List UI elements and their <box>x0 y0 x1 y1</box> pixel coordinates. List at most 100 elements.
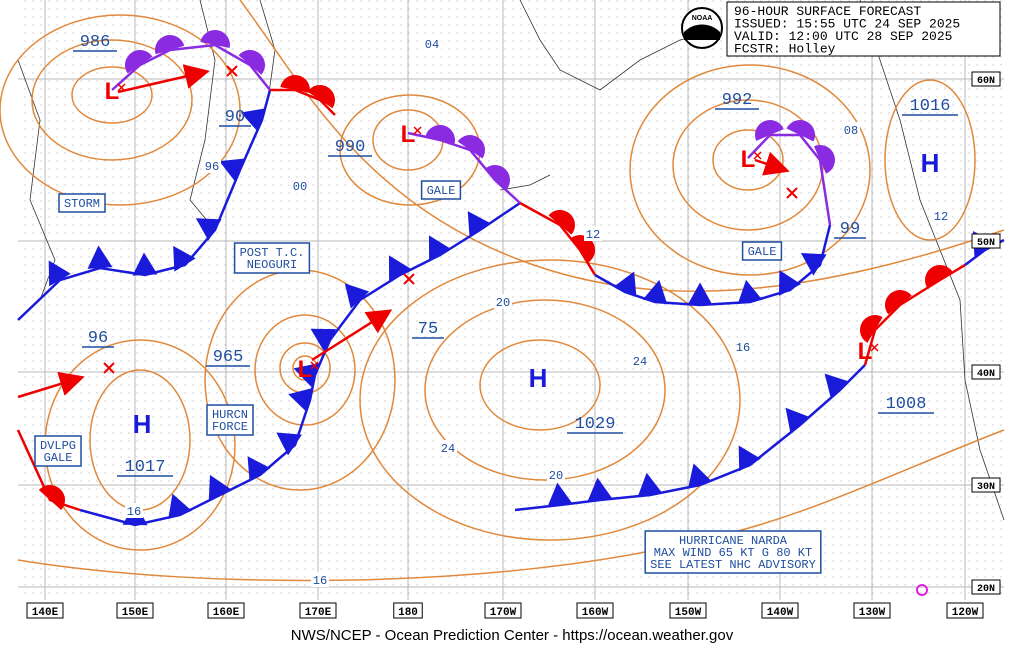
lon-label: 160E <box>213 607 240 619</box>
label-box <box>34 435 82 467</box>
high-center: H <box>133 409 152 439</box>
lon-label: 120W <box>952 607 979 619</box>
lon-label: 140W <box>767 607 794 619</box>
low-center: L <box>298 356 313 383</box>
isobar-label-bg <box>631 353 649 368</box>
isobar-label-bg <box>203 158 221 173</box>
lat-label-box <box>971 364 1001 380</box>
lon-label-box <box>26 602 64 619</box>
hurricane-symbol <box>916 584 928 596</box>
pressure-value: 90 <box>225 108 245 127</box>
isobar-label: 04 <box>425 38 439 52</box>
isobar-label: 96 <box>205 160 219 174</box>
header-line: FCSTR: Holley <box>734 42 836 57</box>
label-box-text: GALE <box>427 184 456 198</box>
pressure-value: 1016 <box>910 97 951 116</box>
lat-label: 50N <box>977 238 995 249</box>
pressure-value: 99 <box>840 220 860 239</box>
header-line: VALID: 12:00 UTC 28 SEP 2025 <box>734 29 952 44</box>
isobar-label: 20 <box>496 296 510 310</box>
label-box-text: GALE <box>44 451 73 465</box>
isobar-label: 16 <box>127 505 141 519</box>
pressure-value: 965 <box>213 348 244 367</box>
label-box <box>420 180 462 200</box>
lon-label: 130W <box>859 607 886 619</box>
isobar-label: 08 <box>844 124 858 138</box>
lon-label-box <box>576 602 614 619</box>
low-center-x <box>870 343 879 352</box>
isobar-label: 20 <box>549 469 563 483</box>
pressure-value: 75 <box>418 320 438 339</box>
lon-label: 170E <box>305 607 332 619</box>
lon-label-box <box>853 602 891 619</box>
low-center: L <box>741 146 756 173</box>
lon-label-box <box>669 602 707 619</box>
pressure-value: 1008 <box>886 395 927 414</box>
isobar-label-bg <box>547 467 565 482</box>
lon-label-box <box>946 602 984 619</box>
fronts <box>16 30 1005 527</box>
pressure-value: 1029 <box>575 415 616 434</box>
isobar-label: 24 <box>441 442 455 456</box>
lon-label-box <box>116 602 154 619</box>
isobar-label-bg <box>734 339 752 354</box>
label-box-text: NEOGURI <box>247 258 297 272</box>
lat-label-box <box>971 233 1001 249</box>
motion-arrows <box>17 64 790 399</box>
lat-label: 20N <box>977 584 995 595</box>
high-center: H <box>529 363 548 393</box>
lon-label: 140E <box>32 607 59 619</box>
lon-label-box <box>207 602 245 619</box>
lat-label-box <box>971 71 1001 87</box>
pressure-value: 992 <box>722 91 753 110</box>
low-center-x <box>413 126 422 135</box>
lat-label-box <box>971 477 1001 493</box>
isobar-label: 24 <box>633 355 647 369</box>
isobar-label-bg <box>584 226 602 241</box>
low-center: L <box>105 78 120 105</box>
lon-label: 180 <box>398 607 418 619</box>
label-box-text: FORCE <box>212 420 248 434</box>
isobar-label-bg <box>842 122 860 137</box>
label-box-text: POST T.C. <box>240 246 305 260</box>
svg-text:NOAA: NOAA <box>692 15 713 22</box>
isobar-label-bg <box>494 294 512 309</box>
lon-label-box <box>299 602 337 619</box>
low-center-x <box>117 83 126 92</box>
isobar-label: 16 <box>736 341 750 355</box>
lat-label: 30N <box>977 482 995 493</box>
isobar-label: 12 <box>934 210 948 224</box>
lon-label: 160W <box>582 607 609 619</box>
label-box <box>58 193 106 213</box>
pressure-value: 990 <box>335 138 366 157</box>
label-box <box>206 404 254 436</box>
pressure-value: 1017 <box>125 458 166 477</box>
low-center-x <box>310 361 319 370</box>
label-box-text: HURRICANE NARDA <box>679 534 788 548</box>
isobar-label-bg <box>311 572 329 587</box>
label-box-text: STORM <box>64 197 100 211</box>
pressure-value: 986 <box>80 33 111 52</box>
low-center-x <box>753 151 762 160</box>
label-box-text: SEE LATEST NHC ADVISORY <box>650 558 816 572</box>
isobar-label-bg <box>125 503 143 518</box>
header-line: 96-HOUR SURFACE FORECAST <box>734 4 921 19</box>
lon-label: 150W <box>675 607 702 619</box>
high-center: H <box>921 148 940 178</box>
header-line: ISSUED: 15:55 UTC 24 SEP 2025 <box>734 17 960 32</box>
lon-label: 150E <box>122 607 149 619</box>
isobar-label: 12 <box>586 228 600 242</box>
footer: NWS/NCEP - Ocean Prediction Center - htt… <box>291 627 734 644</box>
isobar-label-bg <box>423 36 441 51</box>
isobar-label-bg <box>932 208 950 223</box>
lat-label: 40N <box>977 369 995 380</box>
lon-label: 170W <box>490 607 517 619</box>
lat-label: 60N <box>977 76 995 87</box>
isobar-label: 00 <box>293 180 307 194</box>
noaa-logo: NOAA <box>681 7 723 49</box>
forecast-positions <box>103 65 798 374</box>
isobar-label: 16 <box>313 574 327 588</box>
label-box <box>644 530 822 574</box>
low-center: L <box>401 121 416 148</box>
